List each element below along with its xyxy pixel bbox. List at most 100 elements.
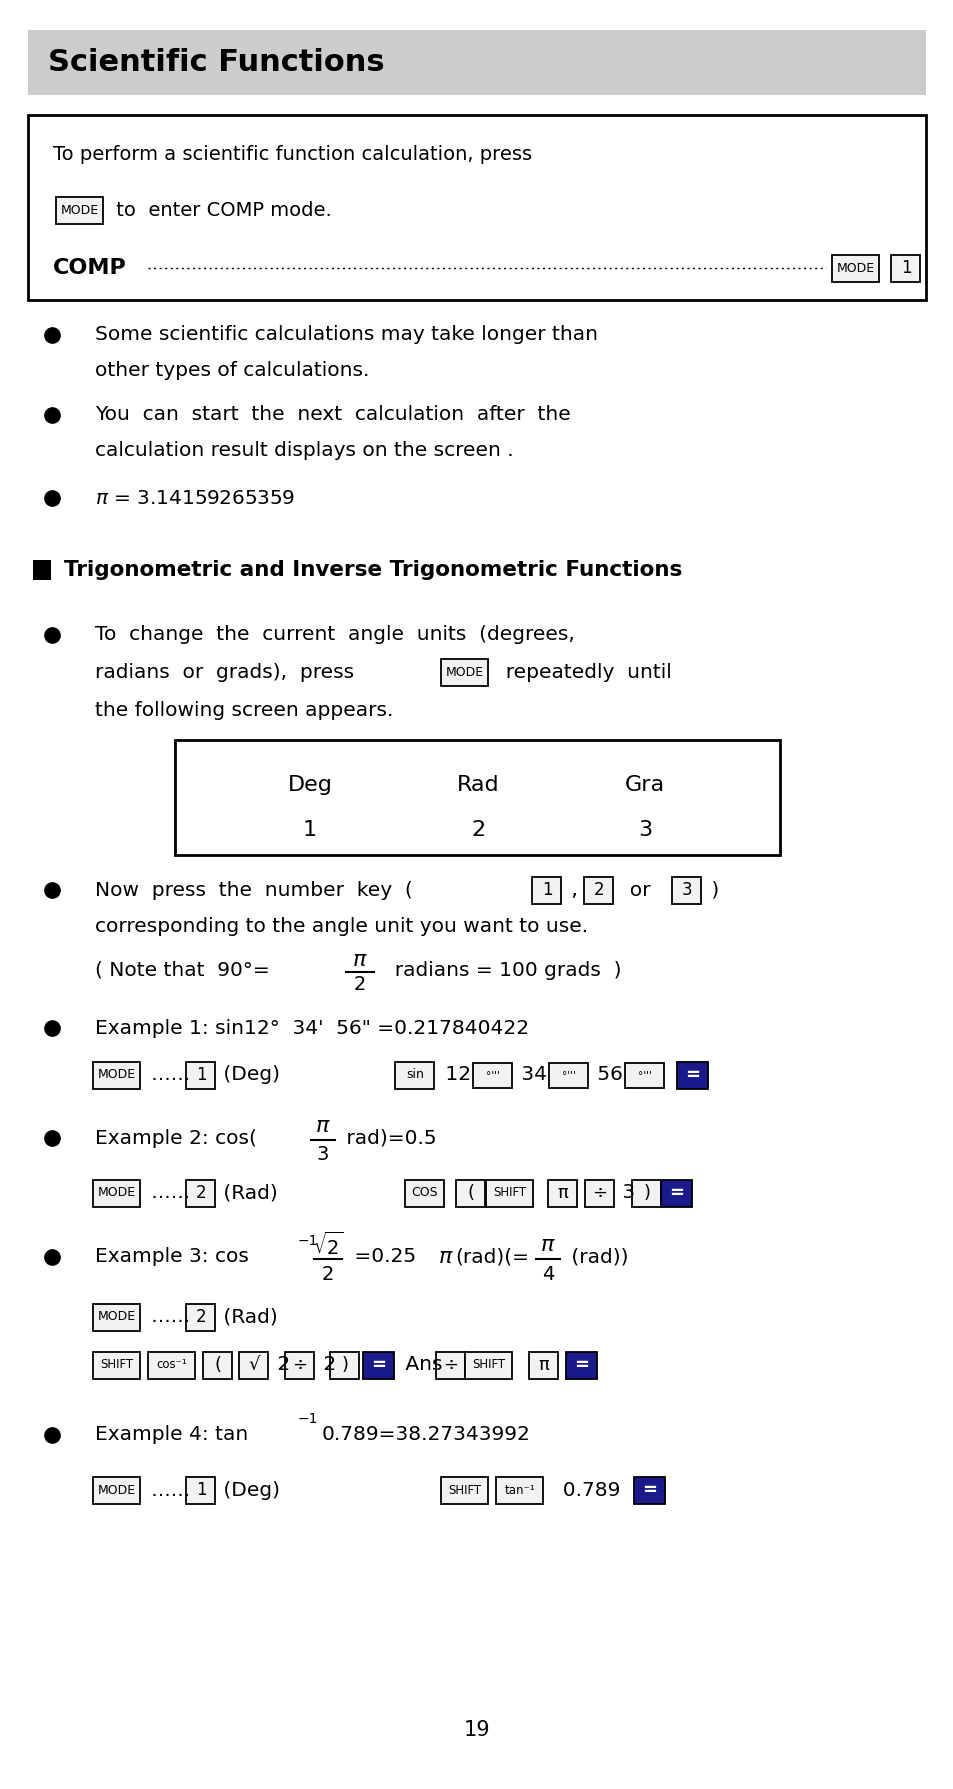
Text: ÷: ÷	[443, 1356, 458, 1374]
FancyBboxPatch shape	[405, 1179, 444, 1206]
FancyBboxPatch shape	[486, 1179, 533, 1206]
Text: Deg: Deg	[287, 775, 332, 794]
FancyBboxPatch shape	[632, 1179, 660, 1206]
Text: π: π	[538, 1356, 549, 1374]
Text: To perform a scientific function calculation, press: To perform a scientific function calcula…	[53, 145, 532, 165]
Text: COMP: COMP	[53, 258, 127, 277]
Text: SHIFT: SHIFT	[448, 1483, 481, 1497]
Text: to  enter COMP mode.: to enter COMP mode.	[110, 200, 332, 220]
Text: 1: 1	[195, 1481, 206, 1499]
Text: To  change  the  current  angle  units  (degrees,: To change the current angle units (degre…	[95, 626, 575, 644]
Text: Example 2: cos(: Example 2: cos(	[95, 1129, 256, 1147]
FancyBboxPatch shape	[285, 1351, 314, 1379]
Text: 1: 1	[900, 259, 910, 277]
FancyBboxPatch shape	[436, 1351, 465, 1379]
Text: °''': °'''	[485, 1070, 499, 1081]
FancyBboxPatch shape	[363, 1351, 395, 1379]
Text: 2: 2	[471, 819, 484, 841]
Text: ……: ……	[145, 1308, 190, 1326]
FancyBboxPatch shape	[634, 1476, 665, 1503]
FancyBboxPatch shape	[93, 1061, 140, 1088]
FancyBboxPatch shape	[548, 1179, 577, 1206]
Text: =: =	[641, 1481, 657, 1499]
Text: 2: 2	[321, 1265, 334, 1283]
FancyBboxPatch shape	[93, 1351, 140, 1379]
Text: =: =	[669, 1184, 684, 1202]
Text: MODE: MODE	[836, 261, 874, 274]
FancyBboxPatch shape	[549, 1063, 588, 1088]
FancyBboxPatch shape	[56, 197, 103, 224]
Text: 2: 2	[195, 1184, 206, 1202]
FancyBboxPatch shape	[28, 30, 925, 95]
FancyBboxPatch shape	[672, 877, 700, 903]
FancyBboxPatch shape	[585, 1179, 614, 1206]
Text: 1: 1	[541, 880, 552, 900]
Text: ,: ,	[564, 880, 578, 900]
Text: MODE: MODE	[98, 1483, 136, 1497]
FancyBboxPatch shape	[832, 254, 879, 281]
Text: calculation result displays on the screen .: calculation result displays on the scree…	[95, 440, 513, 460]
Text: SHIFT: SHIFT	[100, 1358, 133, 1372]
Text: −1: −1	[297, 1234, 318, 1249]
Text: Trigonometric and Inverse Trigonometric Functions: Trigonometric and Inverse Trigonometric …	[64, 560, 681, 580]
Text: ): )	[643, 1184, 650, 1202]
Text: π: π	[558, 1184, 568, 1202]
Text: =: =	[685, 1066, 700, 1084]
Text: (Rad): (Rad)	[216, 1308, 277, 1326]
Text: Example 3: cos: Example 3: cos	[95, 1247, 249, 1267]
Text: or: or	[617, 880, 657, 900]
Text: 2: 2	[271, 1356, 290, 1374]
Text: $\pi$: $\pi$	[437, 1247, 454, 1267]
Text: =: =	[574, 1356, 589, 1374]
Text: (: (	[467, 1184, 474, 1202]
Text: Now  press  the  number  key  (: Now press the number key (	[95, 880, 418, 900]
Text: Example 1: sin12°  34'  56" =0.217840422: Example 1: sin12° 34' 56" =0.217840422	[95, 1018, 529, 1038]
Text: MODE: MODE	[98, 1068, 136, 1082]
Text: MODE: MODE	[61, 204, 99, 216]
FancyBboxPatch shape	[93, 1304, 140, 1331]
Text: Some scientific calculations may take longer than: Some scientific calculations may take lo…	[95, 326, 598, 345]
Text: 1: 1	[303, 819, 316, 841]
Text: (: (	[214, 1356, 221, 1374]
Text: √: √	[248, 1356, 259, 1374]
FancyBboxPatch shape	[456, 1179, 485, 1206]
FancyBboxPatch shape	[395, 1061, 434, 1088]
Text: COS: COS	[412, 1186, 437, 1199]
FancyBboxPatch shape	[33, 560, 51, 580]
Text: other types of calculations.: other types of calculations.	[95, 361, 369, 379]
Text: ( Note that  90°=: ( Note that 90°=	[95, 961, 270, 980]
Text: SHIFT: SHIFT	[493, 1186, 526, 1199]
Text: ……: ……	[145, 1184, 190, 1202]
Text: 2: 2	[354, 975, 366, 993]
FancyBboxPatch shape	[660, 1179, 692, 1206]
FancyBboxPatch shape	[473, 1063, 512, 1088]
Text: 2: 2	[316, 1356, 335, 1374]
Text: cos⁻¹: cos⁻¹	[156, 1358, 187, 1372]
Text: ……: ……	[145, 1481, 190, 1499]
FancyBboxPatch shape	[441, 658, 488, 685]
FancyBboxPatch shape	[532, 877, 561, 903]
Text: repeatedly  until: repeatedly until	[493, 662, 671, 682]
Text: MODE: MODE	[98, 1186, 136, 1199]
Text: 3: 3	[616, 1184, 635, 1202]
FancyBboxPatch shape	[174, 741, 780, 855]
Text: ÷: ÷	[293, 1356, 307, 1374]
Text: (Deg): (Deg)	[216, 1481, 280, 1499]
Text: $\pi$: $\pi$	[352, 950, 368, 970]
FancyBboxPatch shape	[677, 1061, 708, 1088]
FancyBboxPatch shape	[566, 1351, 597, 1379]
Text: tan⁻¹: tan⁻¹	[504, 1483, 535, 1497]
FancyBboxPatch shape	[584, 877, 613, 903]
Text: 3: 3	[681, 880, 692, 900]
Text: rad)=0.5: rad)=0.5	[339, 1129, 436, 1147]
Text: 2: 2	[593, 880, 603, 900]
Text: Gra: Gra	[624, 775, 664, 794]
Text: corresponding to the angle unit you want to use.: corresponding to the angle unit you want…	[95, 918, 587, 936]
Text: $\sqrt{2}$: $\sqrt{2}$	[313, 1231, 343, 1259]
Text: =0.25: =0.25	[348, 1247, 416, 1267]
FancyBboxPatch shape	[186, 1304, 215, 1331]
Text: 56: 56	[590, 1066, 622, 1084]
Text: 4: 4	[541, 1265, 554, 1283]
Text: °''': °'''	[561, 1070, 576, 1081]
FancyBboxPatch shape	[28, 114, 925, 301]
